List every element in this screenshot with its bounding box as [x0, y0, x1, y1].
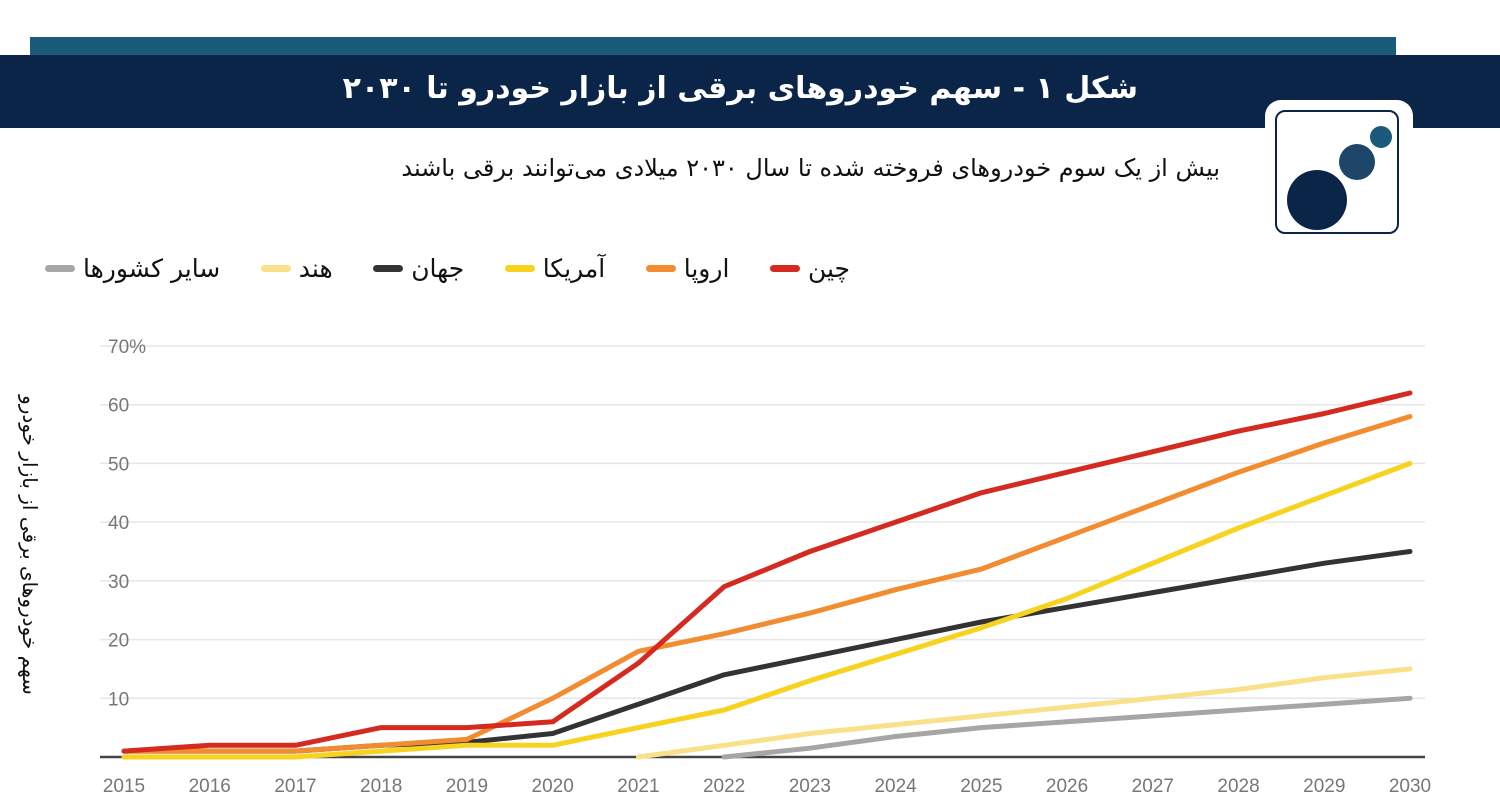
legend-label: سایر کشورها [83, 253, 221, 283]
x-tick-label: 2018 [360, 776, 402, 797]
chart-subtitle: بیش از یک سوم خودروهای فروخته شده تا سال… [401, 154, 1220, 182]
x-tick-label: 2026 [1046, 776, 1088, 797]
legend: چین اروپا آمریکا جهان هند سایر کشورها [45, 248, 850, 288]
legend-item-europe: اروپا [645, 253, 730, 283]
y-tick-label: 30 [108, 572, 129, 593]
x-tick-label: 2022 [703, 776, 745, 797]
y-tick-label: 10 [108, 689, 129, 710]
y-tick-label: 70% [108, 337, 146, 358]
logo-dot-medium [1339, 144, 1375, 180]
legend-label: آمریکا [542, 253, 606, 283]
x-tick-label: 2021 [617, 776, 659, 797]
x-tick-label: 2025 [960, 776, 1002, 797]
legend-label: هند [298, 253, 333, 283]
x-tick-label: 2017 [274, 776, 316, 797]
series-line-0 [121, 390, 1413, 754]
legend-item-china: چین [769, 253, 850, 283]
legend-swatch [645, 264, 676, 272]
x-tick-label: 2016 [189, 776, 231, 797]
x-tick-label: 2030 [1389, 776, 1431, 797]
logo [1265, 100, 1413, 248]
legend-label: چین [807, 253, 850, 283]
legend-item-usa: آمریکا [504, 253, 606, 283]
y-tick-label: 20 [108, 631, 129, 652]
legend-swatch [373, 264, 404, 272]
chart-title: شکل ۱ - سهم خودروهای برقی از بازار خودرو… [342, 71, 1138, 106]
x-tick-label: 2029 [1303, 776, 1345, 797]
x-tick-label: 2015 [103, 776, 145, 797]
title-band [0, 55, 1500, 128]
logo-dot-small [1370, 126, 1392, 148]
x-tick-label: 2028 [1217, 776, 1259, 797]
legend-swatch [45, 264, 75, 272]
y-tick-label: 40 [108, 513, 129, 534]
legend-item-india: هند [260, 253, 333, 283]
legend-swatch [260, 264, 291, 272]
x-tick-label: 2023 [789, 776, 831, 797]
legend-label: اروپا [683, 253, 730, 283]
series-line-5 [721, 695, 1413, 760]
header-accent-bar [30, 37, 1396, 55]
legend-item-other: سایر کشورها [45, 254, 220, 283]
legend-item-world: جهان [373, 254, 464, 283]
three-dots-logo-icon [1275, 110, 1399, 234]
x-tick-label: 2027 [1132, 776, 1174, 797]
x-tick-label: 2020 [532, 776, 574, 797]
y-tick-label: 60 [108, 396, 129, 417]
series-line-2 [121, 460, 1413, 760]
series-line-4 [635, 666, 1413, 760]
legend-swatch [504, 264, 535, 272]
x-tick-label: 2019 [446, 776, 488, 797]
x-tick-label: 2024 [874, 776, 917, 797]
legend-swatch [769, 264, 800, 272]
y-tick-label: 50 [108, 454, 129, 475]
logo-dot-large [1287, 170, 1347, 230]
series-line-1 [121, 414, 1413, 754]
legend-label: جهان [411, 253, 465, 283]
